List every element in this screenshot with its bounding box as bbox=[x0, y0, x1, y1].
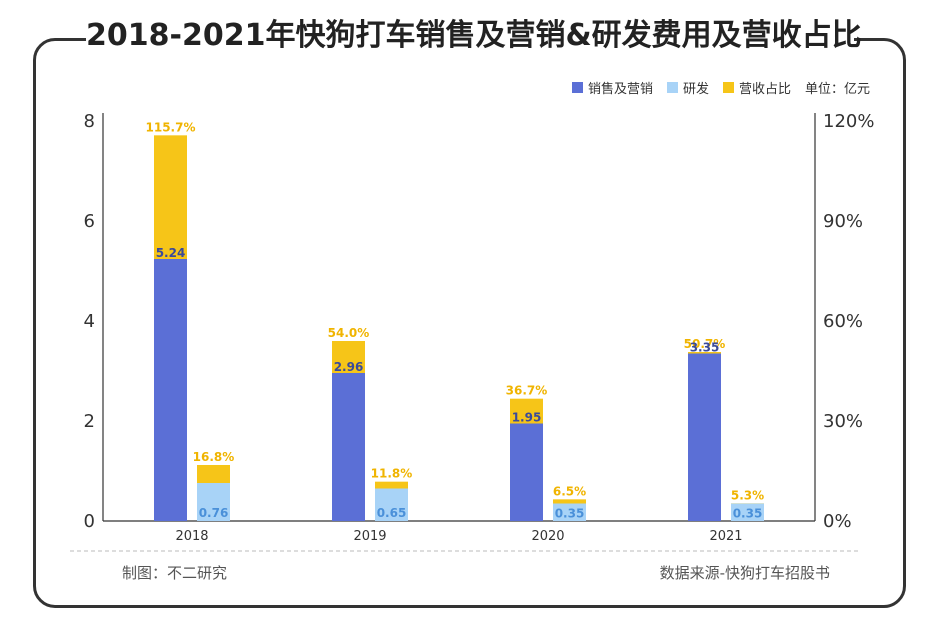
x-category-label: 2018 bbox=[175, 529, 208, 544]
rd-ratio-label: 16.8% bbox=[193, 450, 235, 464]
footer-credit: 制图：不二研究 bbox=[122, 564, 228, 582]
bar-sales bbox=[688, 353, 721, 521]
sales-value-label: 2.96 bbox=[334, 360, 364, 374]
legend-label-ratio: 营收占比 bbox=[738, 82, 791, 97]
sales-value-label: 5.24 bbox=[156, 246, 186, 260]
legend-swatch-ratio bbox=[722, 82, 734, 93]
rd-value-label: 0.35 bbox=[733, 507, 763, 521]
legend-label-rd: 研发 bbox=[682, 82, 709, 97]
sales-ratio-label: 115.7% bbox=[146, 120, 196, 134]
sales-value-label: 1.95 bbox=[512, 411, 542, 425]
chart-title: 2018-2021年快狗打车销售及营销&研发费用及营收占比 bbox=[86, 12, 862, 60]
y-left-tick-label: 0 bbox=[84, 511, 95, 532]
y-right-tick-label: 60% bbox=[823, 311, 863, 332]
unit-label: 单位：亿元 bbox=[804, 82, 870, 97]
footer-source: 数据来源-快狗打车招股书 bbox=[659, 564, 830, 582]
rd-value-label: 0.65 bbox=[377, 506, 407, 520]
rd-value-label: 0.35 bbox=[555, 507, 585, 521]
y-right-tick-label: 120% bbox=[823, 111, 874, 132]
legend-item-sales: 销售及营销 bbox=[571, 78, 653, 97]
x-category-label: 2019 bbox=[353, 529, 386, 544]
y-right-tick-label: 30% bbox=[823, 411, 863, 432]
sales-ratio-label: 36.7% bbox=[506, 384, 548, 398]
y-left-tick-label: 2 bbox=[84, 411, 95, 432]
legend: 销售及营销 研发 营收占比 单位：亿元 bbox=[571, 78, 870, 97]
legend-item-rd: 研发 bbox=[666, 78, 709, 97]
legend-item-ratio: 营收占比 bbox=[722, 78, 791, 97]
y-left-tick-label: 4 bbox=[84, 311, 95, 332]
bar-sales bbox=[332, 373, 365, 521]
bar-sales bbox=[154, 259, 187, 521]
bar-rd bbox=[731, 503, 764, 521]
rd-ratio-label: 5.3% bbox=[731, 488, 764, 502]
bar-rd bbox=[197, 483, 230, 521]
bar-rd bbox=[375, 488, 408, 521]
bar-rd bbox=[553, 503, 586, 521]
x-category-label: 2021 bbox=[709, 529, 742, 544]
rd-ratio-label: 6.5% bbox=[553, 484, 586, 498]
sales-ratio-label: 50.7% bbox=[684, 337, 726, 351]
legend-label-sales: 销售及营销 bbox=[587, 82, 653, 97]
sales-value-label: 3.35 bbox=[690, 341, 720, 355]
y-left-tick-label: 6 bbox=[84, 211, 95, 232]
x-category-label: 2020 bbox=[531, 529, 564, 544]
bar-sales bbox=[510, 423, 543, 521]
sales-ratio-label: 54.0% bbox=[328, 326, 370, 340]
y-right-tick-label: 90% bbox=[823, 211, 863, 232]
rd-value-label: 0.76 bbox=[199, 506, 229, 520]
y-left-tick-label: 8 bbox=[84, 111, 95, 132]
legend-swatch-rd bbox=[666, 82, 678, 93]
rd-ratio-label: 11.8% bbox=[371, 467, 413, 481]
y-right-tick-label: 0% bbox=[823, 511, 852, 532]
legend-swatch-sales bbox=[571, 82, 583, 93]
